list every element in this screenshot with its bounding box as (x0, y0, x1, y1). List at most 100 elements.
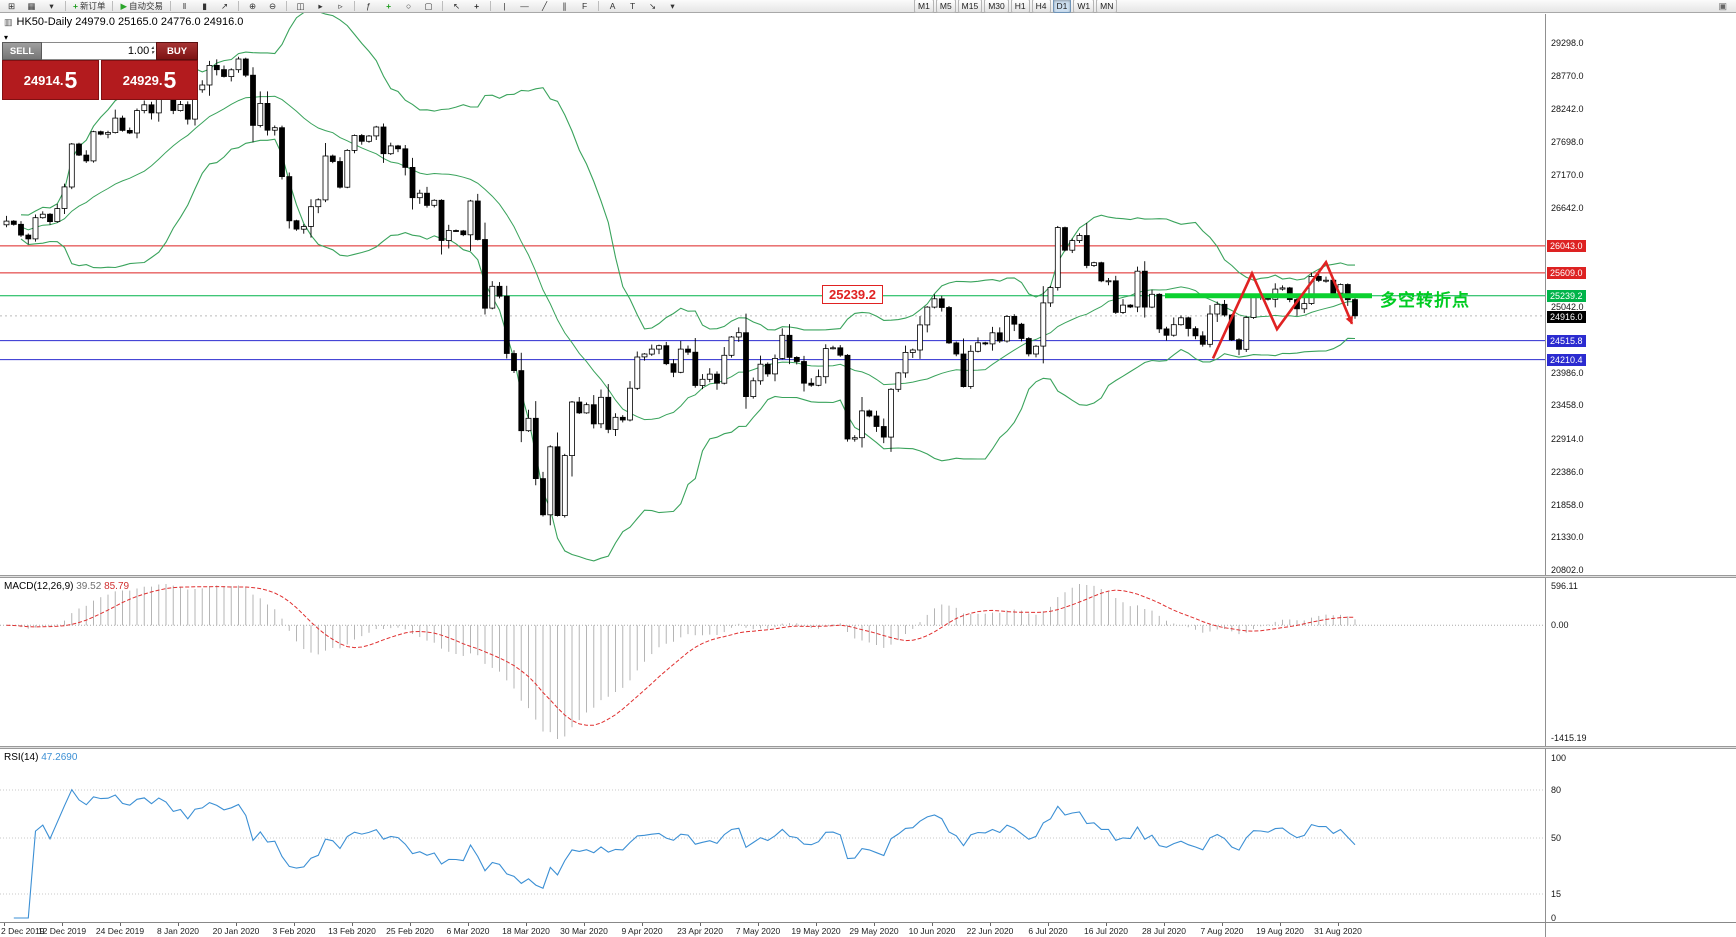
pane-splitter[interactable] (0, 575, 1736, 578)
text-icon[interactable]: A (603, 0, 622, 13)
time-axis-label: 29 May 2020 (849, 926, 899, 936)
restore-window-icon[interactable]: ▣ (1718, 1, 1727, 11)
bar-chart-icon[interactable]: ‖ (175, 0, 194, 13)
sell-price-text: 24914. (23, 72, 64, 88)
cursor-icon: ↖ (452, 0, 461, 11)
time-axis-label: 19 May 2020 (791, 926, 841, 936)
sell-button[interactable]: SELL (2, 42, 42, 60)
channel-icon: ∥ (562, 0, 567, 11)
volume-spinner[interactable]: ▴ ▾ (151, 45, 154, 56)
timeframe-m30[interactable]: M30 (984, 0, 1009, 13)
profiles-icon[interactable]: ▦ (22, 0, 41, 13)
toolbar-separator (286, 1, 288, 11)
volume-input[interactable]: 1.00 ▴ ▾ (42, 42, 156, 60)
crosshair-icon[interactable]: + (467, 0, 486, 13)
chart-shift-icon: ▹ (338, 0, 343, 11)
sell-price-big-digit: 5 (64, 66, 78, 93)
tile-windows-icon: ◫ (296, 0, 305, 11)
crosshair-icon: + (474, 0, 480, 11)
zoom-in-icon[interactable]: ⊕ (243, 0, 262, 13)
timeframe-m5[interactable]: M5 (935, 0, 956, 13)
new-chart-icon[interactable]: ⊞ (2, 0, 21, 13)
vertical-line-icon[interactable]: | (495, 0, 514, 13)
auto-scroll-icon[interactable]: ▸ (311, 0, 330, 13)
time-axis-tick (352, 923, 353, 926)
time-axis-label: 31 Aug 2020 (1314, 926, 1362, 936)
rsi-name: RSI(14) (4, 752, 39, 763)
price-line-label: 26043.0 (1547, 239, 1586, 252)
chart-shift-icon[interactable]: ▹ (331, 0, 350, 13)
toolbar-separator (490, 1, 492, 11)
templates-icon[interactable]: ▢ (419, 0, 438, 13)
rsi-axis-label: 0 (1551, 913, 1557, 923)
price-axis-tick: 25042.0 (1551, 302, 1584, 313)
chart-title-text: HK50-Daily 24979.0 25165.0 24776.0 24916… (16, 16, 244, 28)
arrows-icon[interactable]: ↘ (643, 0, 662, 13)
channel-icon[interactable]: ∥ (555, 0, 574, 13)
candlestick-chart-icon[interactable]: ▮ (195, 0, 214, 13)
price-axis[interactable]: 29298.0 28770.0 28242.0 27698.0 27170.0 26642… (1546, 0, 1736, 937)
macd-axis-label: 0.00 (1551, 620, 1569, 631)
toolbar-separator (598, 1, 600, 11)
time-axis-tick (642, 923, 643, 926)
price-line-label: 25239.2 (1547, 289, 1586, 302)
timeframe-h1[interactable]: H1 (1010, 0, 1030, 13)
timeframe-h4[interactable]: H4 (1031, 0, 1051, 13)
cursor-icon[interactable]: ↖ (447, 0, 466, 13)
autotrade-button[interactable]: ▶ 自动交易 (117, 0, 166, 13)
macd-pane[interactable] (0, 578, 1545, 745)
time-axis-tick (526, 923, 527, 926)
timeframe-mn[interactable]: MN (1096, 0, 1118, 13)
sell-price-display[interactable]: 24914. 5 (2, 60, 99, 100)
fibonacci-icon[interactable]: F (575, 0, 594, 13)
objects-dropdown-icon[interactable]: ▾ (663, 0, 682, 13)
price-axis-tick: 27170.0 (1551, 170, 1584, 181)
toolbar-separator (238, 1, 240, 11)
time-axis-tick (294, 923, 295, 926)
panel-collapse-icon[interactable]: ▾ (4, 33, 9, 42)
tile-windows-icon[interactable]: ◫ (291, 0, 310, 13)
macd-axis-label: 596.11 (1551, 581, 1578, 591)
chart-title-icon: ▥ (4, 16, 13, 27)
zoom-in-icon: ⊕ (248, 0, 257, 11)
pane-splitter[interactable] (0, 746, 1736, 749)
line-chart-icon[interactable]: ↗ (215, 0, 234, 13)
chart-dropdown-icon[interactable]: ▾ (42, 0, 61, 13)
time-axis-tick (1048, 923, 1049, 926)
time-axis-tick (236, 923, 237, 926)
toolbar-separator (170, 1, 172, 11)
periods-icon: ○ (405, 0, 412, 11)
price-axis-tick: 21330.0 (1551, 532, 1584, 543)
spinner-down-icon[interactable]: ▾ (151, 50, 154, 56)
rsi-indicator-label: RSI(14) 47.2690 (4, 752, 77, 763)
time-axis-label: 24 Dec 2019 (95, 926, 145, 936)
timeframe-m15[interactable]: M15 (957, 0, 983, 13)
toolbar-separator (112, 1, 114, 11)
timeframe-w1[interactable]: W1 (1073, 0, 1095, 13)
timeframe-d1[interactable]: D1 (1052, 0, 1072, 13)
buy-button[interactable]: BUY (156, 42, 198, 60)
trendline-icon[interactable]: ╱ (535, 0, 554, 13)
time-axis-label: 30 Mar 2020 (560, 926, 608, 936)
time-axis-tick (758, 923, 759, 926)
horizontal-line-icon[interactable]: — (515, 0, 534, 13)
price-axis-tick: 21858.0 (1551, 499, 1584, 510)
price-line-label: 24210.4 (1547, 353, 1586, 366)
indicators-icon[interactable]: ƒ (359, 0, 378, 13)
time-axis-tick (1164, 923, 1165, 926)
main-chart-pane[interactable] (0, 14, 1545, 575)
rsi-pane[interactable] (0, 749, 1545, 922)
buy-price-display[interactable]: 24929. 5 (101, 60, 198, 100)
time-axis-label: 16 Jul 2020 (1084, 926, 1128, 936)
periods-icon[interactable]: ○ (399, 0, 418, 13)
chart-title: ▥ HK50-Daily 24979.0 25165.0 24776.0 249… (4, 16, 243, 28)
new-order-button[interactable]: + 新订单 (70, 0, 108, 13)
price-axis-tick: 23458.0 (1551, 400, 1584, 411)
zoom-out-icon[interactable]: ⊖ (263, 0, 282, 13)
time-axis[interactable]: 2 Dec 2019 12 Dec 2019 24 Dec 2019 8 Jan 20… (0, 923, 1545, 937)
text-label-icon[interactable]: T (623, 0, 642, 13)
timeframe-m1[interactable]: M1 (914, 0, 934, 13)
add-indicator-icon[interactable]: + (379, 0, 398, 13)
time-axis-tick (1338, 923, 1339, 926)
new-order-icon: + (73, 0, 78, 11)
